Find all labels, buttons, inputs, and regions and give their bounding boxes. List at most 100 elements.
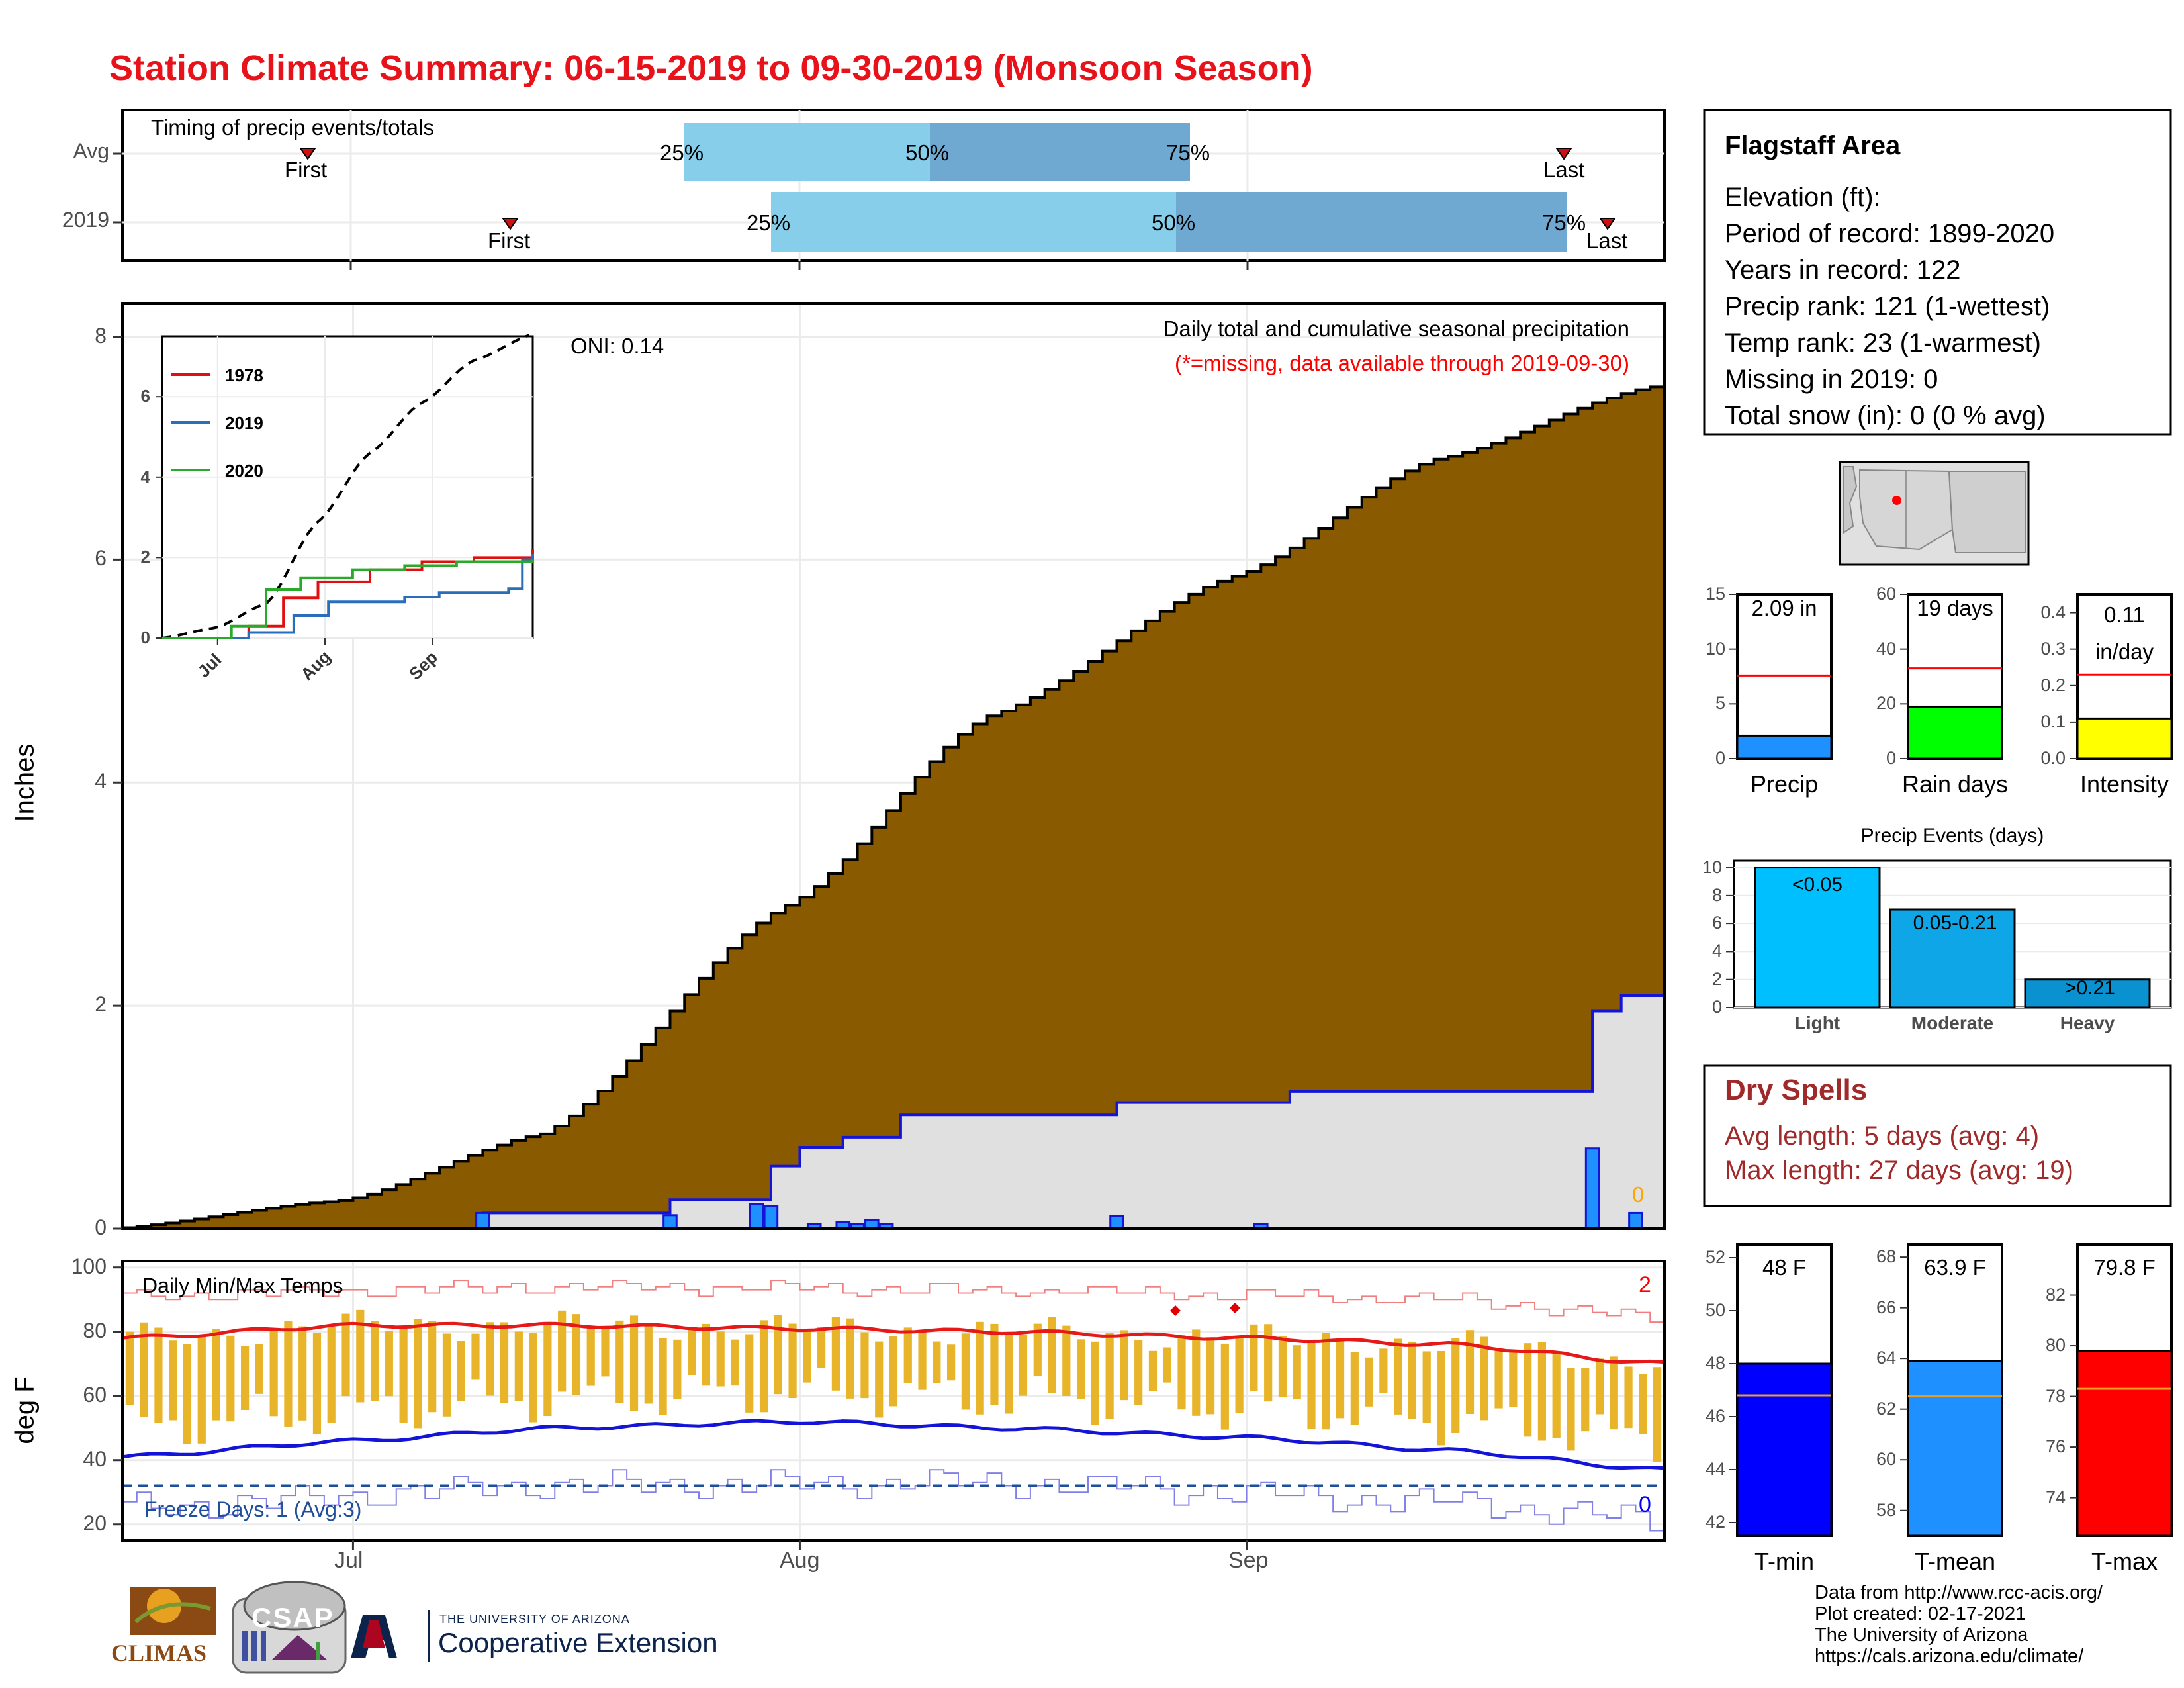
daily-temp-bar [1120, 1330, 1128, 1401]
precip-mini-value: 2.09 in [1751, 596, 1817, 620]
tmin-value: 48 F [1762, 1255, 1807, 1280]
events-tick-label: 8 [1711, 884, 1722, 905]
daily-temp-bar [688, 1329, 696, 1376]
daily-temp-bar [1480, 1336, 1488, 1421]
credits: Data from http://www.rcc-acis.org/ Plot … [1815, 1582, 2103, 1667]
oni-value: ONI: 0.14 [570, 334, 664, 358]
intensity-mini-xlabel: Intensity [2079, 771, 2169, 798]
mini-tick-label: 0.4 [2040, 602, 2066, 622]
tmean-bar [1907, 1360, 2003, 1537]
daily-temp-bar [860, 1332, 869, 1399]
temp-ytick-label: 20 [83, 1511, 107, 1535]
timing-avg-p75: 75% [1166, 140, 1210, 165]
daily-temp-bar [183, 1344, 192, 1444]
daily-temp-bar [385, 1331, 393, 1397]
daily-temp-bar [543, 1321, 552, 1417]
mini-tick-label: 10 [1705, 638, 1725, 659]
daily-temp-bar [1307, 1340, 1316, 1430]
daily-temp-bar [140, 1322, 148, 1417]
credit-plot-date: Plot created: 02-17-2021 [1815, 1603, 2026, 1624]
temp-summary-tick-label: 80 [2045, 1335, 2066, 1356]
daily-temp-bar [1524, 1343, 1532, 1437]
daily-temp-bar [154, 1327, 163, 1423]
daily-temp-bar [831, 1317, 840, 1391]
temp-y-axis [113, 1266, 122, 1526]
inset-2020-line [162, 559, 534, 639]
dry-spells-max: Max length: 27 days (avg: 19) [1725, 1156, 2073, 1185]
events-tick-label: 0 [1711, 997, 1722, 1017]
credit-data-source: Data from http://www.rcc-acis.org/ [1815, 1582, 2103, 1603]
station-info-frame [1703, 109, 2172, 436]
record-high-marker-2 [1230, 1303, 1240, 1313]
temp-summary-tick-label: 46 [1705, 1406, 1725, 1426]
daily-temp-bar [1076, 1339, 1085, 1399]
events-light-xlabel: Light [1794, 1013, 1841, 1033]
daily-temp-bar [1293, 1345, 1301, 1400]
timing-label: Timing of precip events/totals [151, 115, 434, 140]
precip-missing-note: (*=missing, data available through 2019-… [1174, 351, 1629, 375]
timing-row-avg-label: Avg [73, 139, 109, 163]
freeze-days-label: Freeze Days: 1 (Avg:3) [144, 1497, 362, 1521]
daily-temp-bar [1336, 1338, 1345, 1419]
temp-y-label: deg F [10, 1376, 40, 1444]
daily-temp-bar [1422, 1351, 1431, 1423]
daily-temp-bar [226, 1335, 235, 1422]
climas-logo-text: CLIMAS [111, 1640, 207, 1666]
daily-temp-bar [514, 1331, 523, 1401]
temp-ytick-label: 100 [71, 1254, 107, 1278]
daily-temp-bar [875, 1341, 884, 1418]
avg-max-line [122, 1321, 1665, 1364]
x-label-jul: Jul [334, 1548, 363, 1573]
daily-temp-bar [169, 1340, 177, 1421]
daily-temp-bar [961, 1333, 970, 1410]
missing-count: 0 [1632, 1182, 1645, 1207]
temp-summary-tick-label: 74 [2045, 1487, 2066, 1507]
daily-temp-bar [370, 1321, 379, 1401]
daily-temp-bar [1264, 1324, 1273, 1402]
daily-temp-bar [1451, 1338, 1460, 1434]
precip-ytick-label: 2 [95, 992, 107, 1017]
timing-2019-p25: 25% [747, 211, 791, 235]
daily-temp-bar [1220, 1343, 1229, 1430]
precip-note: Daily total and cumulative seasonal prec… [1163, 316, 1629, 341]
mini-tick-label: 0.3 [2040, 638, 2066, 659]
station-precip-rank: Precip rank: 121 (1-wettest) [1725, 292, 2050, 321]
daily-precip-bar [763, 1205, 779, 1230]
university-of-arizona-logo [351, 1610, 430, 1662]
location-map [1839, 461, 2030, 566]
daily-temp-bar [774, 1315, 782, 1395]
daily-temp-bars [125, 1309, 1662, 1462]
events-y-axis [1726, 867, 1734, 1008]
temp-summary-tick-label: 42 [1705, 1512, 1725, 1532]
raindays-mini-xlabel: Rain days [1901, 771, 2009, 798]
raindays-mini-bar [1907, 705, 2003, 760]
temp-summary-tick-label: 82 [2045, 1284, 2066, 1305]
x-label-aug: Aug [780, 1548, 820, 1573]
mini-tick-label: 20 [1876, 693, 1896, 714]
events-tick-label: 4 [1711, 941, 1722, 961]
daily-temp-bar [327, 1327, 336, 1423]
events-heavy-label: >0.21 [2065, 977, 2115, 999]
daily-temp-bar [601, 1329, 610, 1377]
temp-summary-tick-label: 62 [1876, 1398, 1896, 1419]
events-light-bar [1754, 867, 1881, 1009]
daily-temp-bar [1537, 1342, 1547, 1441]
daily-temp-bar [1177, 1334, 1186, 1410]
timing-avg-first-label: First [285, 158, 328, 182]
precip-ytick-label: 6 [95, 546, 107, 571]
events-heavy-bar [2024, 978, 2151, 1009]
daily-temp-bar [1033, 1323, 1042, 1377]
daily-temp-bar [356, 1309, 365, 1403]
daily-precip-bar [1584, 1147, 1600, 1230]
station-snow: Total snow (in): 0 (0 % avg) [1725, 401, 2046, 430]
temp-summary-tick-label: 68 [1876, 1246, 1896, 1267]
precip-mini-frame [1736, 593, 1833, 760]
inset-frame [161, 335, 534, 639]
daily-temp-bar [1278, 1336, 1287, 1398]
daily-temp-bar [1595, 1358, 1604, 1415]
raindays-mini-value: 19 days [1917, 596, 1993, 620]
inset-legend-2020-label: 2020 [225, 461, 263, 481]
daily-temp-bar [1048, 1317, 1056, 1393]
intensity-mini-value: 0.11 [2104, 602, 2145, 627]
daily-temp-bar [1134, 1340, 1143, 1405]
